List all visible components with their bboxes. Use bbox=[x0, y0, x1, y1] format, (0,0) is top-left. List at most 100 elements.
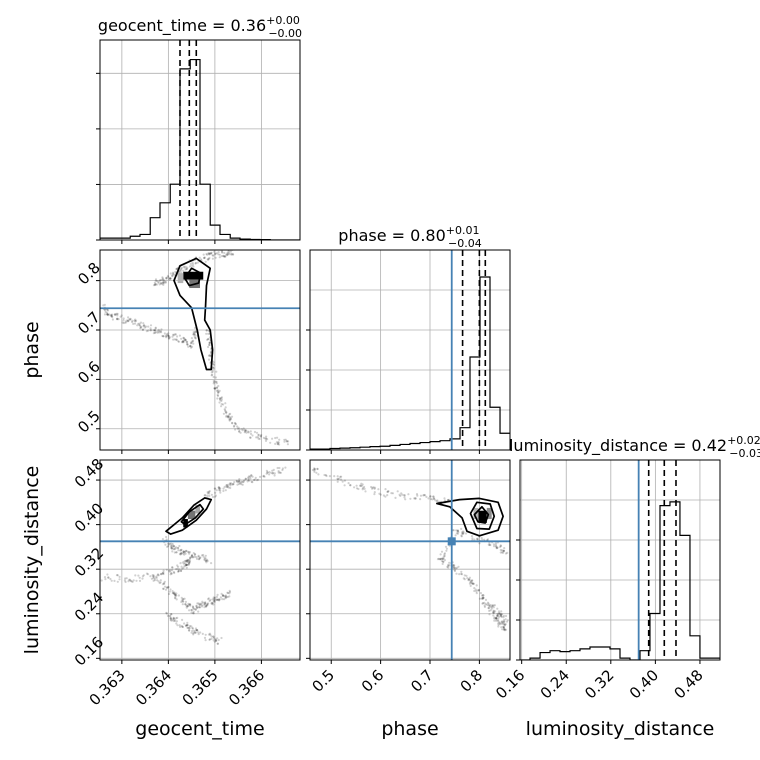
sample-point bbox=[216, 593, 219, 597]
sample-point bbox=[169, 617, 173, 620]
sample-point bbox=[215, 639, 218, 643]
sample-point bbox=[183, 337, 186, 341]
sample-point bbox=[149, 329, 152, 332]
sample-point bbox=[184, 563, 187, 567]
sample-point bbox=[214, 491, 217, 494]
sample-point bbox=[150, 577, 153, 580]
sample-point bbox=[158, 581, 161, 585]
sample-point bbox=[133, 319, 136, 322]
sample-point bbox=[325, 474, 328, 478]
sample-point bbox=[317, 473, 320, 476]
sample-point bbox=[498, 622, 501, 625]
sample-point bbox=[221, 594, 224, 598]
sample-point bbox=[195, 629, 198, 632]
sample-point bbox=[217, 253, 220, 256]
sample-point bbox=[481, 594, 484, 597]
sample-point bbox=[212, 603, 215, 606]
sample-point bbox=[496, 546, 499, 549]
sample-point bbox=[370, 485, 373, 489]
sample-point bbox=[161, 281, 165, 284]
sample-point bbox=[105, 311, 109, 314]
sample-point bbox=[206, 494, 209, 497]
sample-point bbox=[495, 617, 498, 620]
sample-point bbox=[500, 615, 503, 618]
sample-point bbox=[180, 548, 183, 551]
sample-point bbox=[132, 322, 135, 325]
sample-point bbox=[239, 482, 242, 485]
sample-point bbox=[216, 390, 219, 393]
sample-point bbox=[391, 492, 394, 495]
sample-point bbox=[219, 489, 222, 492]
sample-point bbox=[161, 282, 164, 285]
sample-point bbox=[224, 406, 227, 409]
sample-point bbox=[469, 579, 472, 582]
sample-point bbox=[153, 281, 156, 284]
sample-point bbox=[400, 492, 403, 495]
sample-point bbox=[173, 333, 176, 336]
sample-point bbox=[340, 478, 343, 481]
sample-point bbox=[182, 336, 185, 340]
sample-point bbox=[476, 538, 479, 541]
sample-point bbox=[142, 325, 145, 328]
sample-point bbox=[237, 480, 241, 483]
sample-point bbox=[208, 252, 211, 255]
sample-point bbox=[174, 593, 177, 597]
sample-point bbox=[500, 622, 503, 625]
sample-point bbox=[204, 601, 207, 604]
sample-point bbox=[140, 326, 143, 329]
sample-point bbox=[194, 629, 197, 632]
sample-point bbox=[211, 495, 215, 499]
contour-line bbox=[469, 501, 496, 530]
sample-point bbox=[490, 606, 493, 609]
sample-point bbox=[103, 313, 107, 316]
sample-point bbox=[227, 415, 230, 418]
sample-point bbox=[187, 626, 190, 630]
sample-point bbox=[104, 309, 107, 312]
sample-point bbox=[203, 602, 206, 606]
panel-frame-phase_vs_geocent_time bbox=[99, 249, 301, 451]
density-block bbox=[486, 507, 492, 520]
sample-point bbox=[194, 330, 197, 333]
sample-point bbox=[152, 575, 155, 578]
sample-point bbox=[190, 554, 194, 557]
sample-point bbox=[165, 334, 168, 337]
sample-point bbox=[162, 279, 165, 282]
sample-point bbox=[179, 267, 182, 270]
sample-point bbox=[134, 320, 137, 323]
sample-point bbox=[248, 475, 251, 478]
sample-point bbox=[273, 472, 276, 475]
sample-point bbox=[185, 563, 188, 567]
sample-point bbox=[208, 341, 212, 345]
sample-point bbox=[224, 594, 227, 597]
sample-point bbox=[501, 549, 504, 552]
sample-point bbox=[214, 494, 217, 497]
sample-point bbox=[486, 601, 489, 604]
sample-point bbox=[471, 582, 474, 585]
sample-point bbox=[212, 639, 215, 642]
sample-point bbox=[189, 556, 192, 559]
sample-point bbox=[218, 489, 221, 492]
sample-point bbox=[187, 550, 190, 554]
sample-point bbox=[166, 586, 169, 589]
sample-point bbox=[276, 466, 279, 470]
sample-point bbox=[384, 488, 387, 491]
sample-point bbox=[191, 261, 194, 264]
sample-point bbox=[269, 441, 272, 444]
sample-point bbox=[218, 599, 221, 602]
sample-point bbox=[116, 580, 119, 583]
sample-point bbox=[184, 562, 187, 565]
sample-point bbox=[170, 572, 173, 575]
sample-point bbox=[132, 579, 135, 582]
sample-point bbox=[227, 486, 230, 489]
sample-point bbox=[150, 329, 153, 332]
sample-point bbox=[266, 471, 269, 474]
sample-point bbox=[212, 596, 215, 599]
sample-point bbox=[193, 629, 196, 632]
sample-point bbox=[506, 551, 509, 555]
sample-point bbox=[497, 612, 500, 615]
sample-point bbox=[236, 483, 239, 486]
sample-point bbox=[456, 532, 459, 535]
sample-point bbox=[156, 280, 159, 283]
sample-point bbox=[157, 281, 160, 284]
sample-point bbox=[493, 619, 496, 622]
